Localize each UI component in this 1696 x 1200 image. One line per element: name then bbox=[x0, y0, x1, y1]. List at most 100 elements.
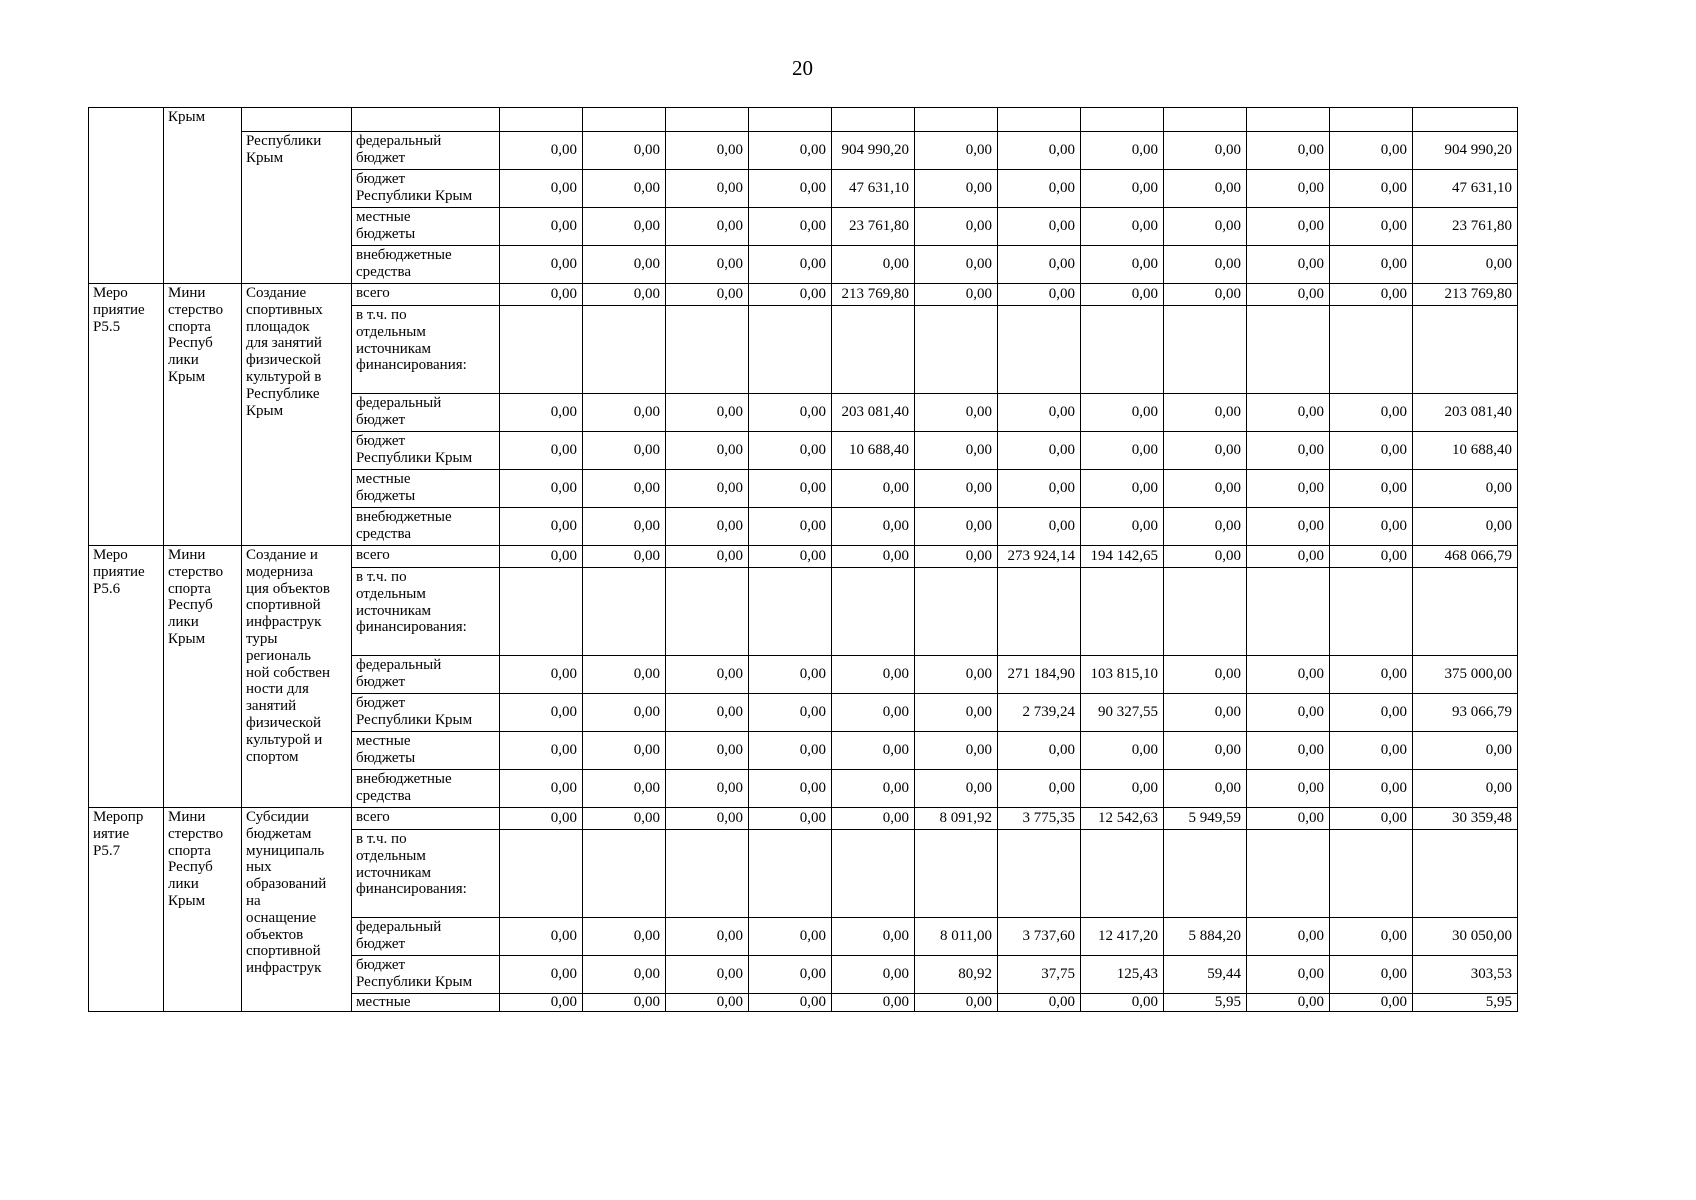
value-cell: 0,00 bbox=[748, 769, 832, 808]
value-cell: 0,00 bbox=[997, 207, 1081, 246]
source-cell: всего bbox=[351, 807, 500, 830]
source-cell: федеральный бюджет bbox=[351, 393, 500, 432]
value-cell bbox=[1246, 567, 1330, 656]
value-cell: 0,00 bbox=[665, 731, 749, 770]
value-cell: 0,00 bbox=[914, 693, 998, 732]
value-cell: 0,00 bbox=[1163, 131, 1247, 170]
value-cell: 93 066,79 bbox=[1412, 693, 1518, 732]
value-cell: 0,00 bbox=[1163, 693, 1247, 732]
value-cell: 0,00 bbox=[914, 131, 998, 170]
page-number: 20 bbox=[792, 56, 813, 80]
value-cell bbox=[1080, 567, 1164, 656]
value-cell: 0,00 bbox=[582, 393, 666, 432]
value-cell bbox=[748, 829, 832, 918]
value-cell: 0,00 bbox=[1080, 207, 1164, 246]
value-cell: 0,00 bbox=[665, 393, 749, 432]
source-cell: внебюджетные средства bbox=[351, 245, 500, 284]
source-cell: внебюджетные средства bbox=[351, 507, 500, 546]
source-cell: местные бюджеты bbox=[351, 207, 500, 246]
table-row: Меропр иятие Р5.7 Мини стерство спорта Ре… bbox=[88, 807, 1518, 1012]
value-cell bbox=[997, 567, 1081, 656]
value-cell: 30 359,48 bbox=[1412, 807, 1518, 830]
value-cell bbox=[665, 829, 749, 918]
value-cell: 0,00 bbox=[582, 955, 666, 994]
value-cell: 203 081,40 bbox=[1412, 393, 1518, 432]
source-cell: местные бюджеты bbox=[351, 469, 500, 508]
value-cell: 0,00 bbox=[1163, 283, 1247, 306]
value-cell bbox=[499, 305, 583, 394]
value-cell: 0,00 bbox=[997, 507, 1081, 546]
source-cell: федеральный бюджет bbox=[351, 917, 500, 956]
value-cell: 0,00 bbox=[1246, 393, 1330, 432]
value-cell: 0,00 bbox=[665, 245, 749, 284]
value-cell: 0,00 bbox=[582, 431, 666, 470]
value-cell: 0,00 bbox=[831, 917, 915, 956]
value-cell: 0,00 bbox=[665, 807, 749, 830]
value-cell: 0,00 bbox=[1329, 993, 1413, 1012]
value-cell: 0,00 bbox=[499, 917, 583, 956]
value-cell: 10 688,40 bbox=[831, 431, 915, 470]
description-cell bbox=[241, 107, 352, 132]
table-row: местные 0,00 0,00 0,00 0,00 0,00 0,00 0,00 0,00 5… bbox=[89, 993, 1518, 1012]
value-cell: 0,00 bbox=[499, 655, 583, 694]
table-row: внебюджетные средства 0,00 0,00 0,00 0,00 0,0… bbox=[89, 245, 1518, 284]
value-cell: 0,00 bbox=[914, 655, 998, 694]
value-cell: 5 884,20 bbox=[1163, 917, 1247, 956]
table-body: Крым Республики Крым федеральный бюджет 0,0… bbox=[88, 107, 1518, 1012]
description-cell: Создание спортивных площадок для занятий… bbox=[241, 283, 352, 546]
value-cell: 0,00 bbox=[1163, 207, 1247, 246]
value-cell: 904 990,20 bbox=[1412, 131, 1518, 170]
value-cell: 59,44 bbox=[1163, 955, 1247, 994]
value-cell: 0,00 bbox=[997, 169, 1081, 208]
value-cell: 0,00 bbox=[831, 469, 915, 508]
value-cell: 0,00 bbox=[582, 917, 666, 956]
value-cell: 0,00 bbox=[1246, 545, 1330, 568]
value-cell: 0,00 bbox=[1246, 507, 1330, 546]
table-row: Крым bbox=[88, 107, 1518, 284]
ministry-cell: Мини стерство спорта Респуб лики Крым bbox=[163, 283, 242, 546]
value-cell: 0,00 bbox=[1329, 431, 1413, 470]
value-cell: 0,00 bbox=[831, 655, 915, 694]
value-cell: 0,00 bbox=[831, 769, 915, 808]
value-cell bbox=[831, 567, 915, 656]
value-cell: 0,00 bbox=[1329, 731, 1413, 770]
value-cell: 0,00 bbox=[1080, 431, 1164, 470]
table-row: бюджет Республики Крым 0,00 0,00 0,00 0,00 0,… bbox=[89, 693, 1518, 732]
value-cell: 0,00 bbox=[499, 731, 583, 770]
value-cell: 0,00 bbox=[914, 545, 998, 568]
value-cell: 0,00 bbox=[914, 431, 998, 470]
value-cell: 10 688,40 bbox=[1412, 431, 1518, 470]
source-cell: в т.ч. по отдельным источникам финансиро… bbox=[351, 305, 500, 394]
value-cell: 0,00 bbox=[499, 131, 583, 170]
value-cell: 0,00 bbox=[914, 207, 998, 246]
value-cell bbox=[831, 107, 915, 132]
table-row: Республики Крым федеральный бюджет 0,00 0,0… bbox=[89, 131, 1518, 284]
value-cell: 103 815,10 bbox=[1080, 655, 1164, 694]
source-cell: всего bbox=[351, 283, 500, 306]
table-row: федеральный бюджет 0,00 0,00 0,00 0,00 0,00 8 … bbox=[89, 917, 1518, 956]
value-cell: 0,00 bbox=[748, 393, 832, 432]
table-row: местные бюджеты 0,00 0,00 0,00 0,00 0,00 0,00 0… bbox=[89, 731, 1518, 770]
value-cell: 0,00 bbox=[499, 507, 583, 546]
value-cell: 0,00 bbox=[499, 169, 583, 208]
value-cell: 375 000,00 bbox=[1412, 655, 1518, 694]
value-cell bbox=[1412, 305, 1518, 394]
value-cell: 0,00 bbox=[1246, 245, 1330, 284]
value-cell: 0,00 bbox=[997, 431, 1081, 470]
value-cell: 8 011,00 bbox=[914, 917, 998, 956]
value-cell: 0,00 bbox=[665, 469, 749, 508]
value-cell: 0,00 bbox=[831, 693, 915, 732]
value-cell: 0,00 bbox=[997, 769, 1081, 808]
value-cell: 0,00 bbox=[914, 769, 998, 808]
value-cell: 0,00 bbox=[1163, 469, 1247, 508]
value-cell: 0,00 bbox=[499, 807, 583, 830]
value-cell bbox=[665, 567, 749, 656]
value-cell: 0,00 bbox=[914, 507, 998, 546]
value-cell: 0,00 bbox=[582, 507, 666, 546]
ministry-cell: Мини стерство спорта Респуб лики Крым bbox=[163, 545, 242, 808]
value-cell: 0,00 bbox=[831, 245, 915, 284]
table-row: бюджет Республики Крым 0,00 0,00 0,00 0,00 10… bbox=[89, 431, 1518, 470]
source-cell: бюджет Республики Крым bbox=[351, 169, 500, 208]
value-cell: 0,00 bbox=[997, 131, 1081, 170]
